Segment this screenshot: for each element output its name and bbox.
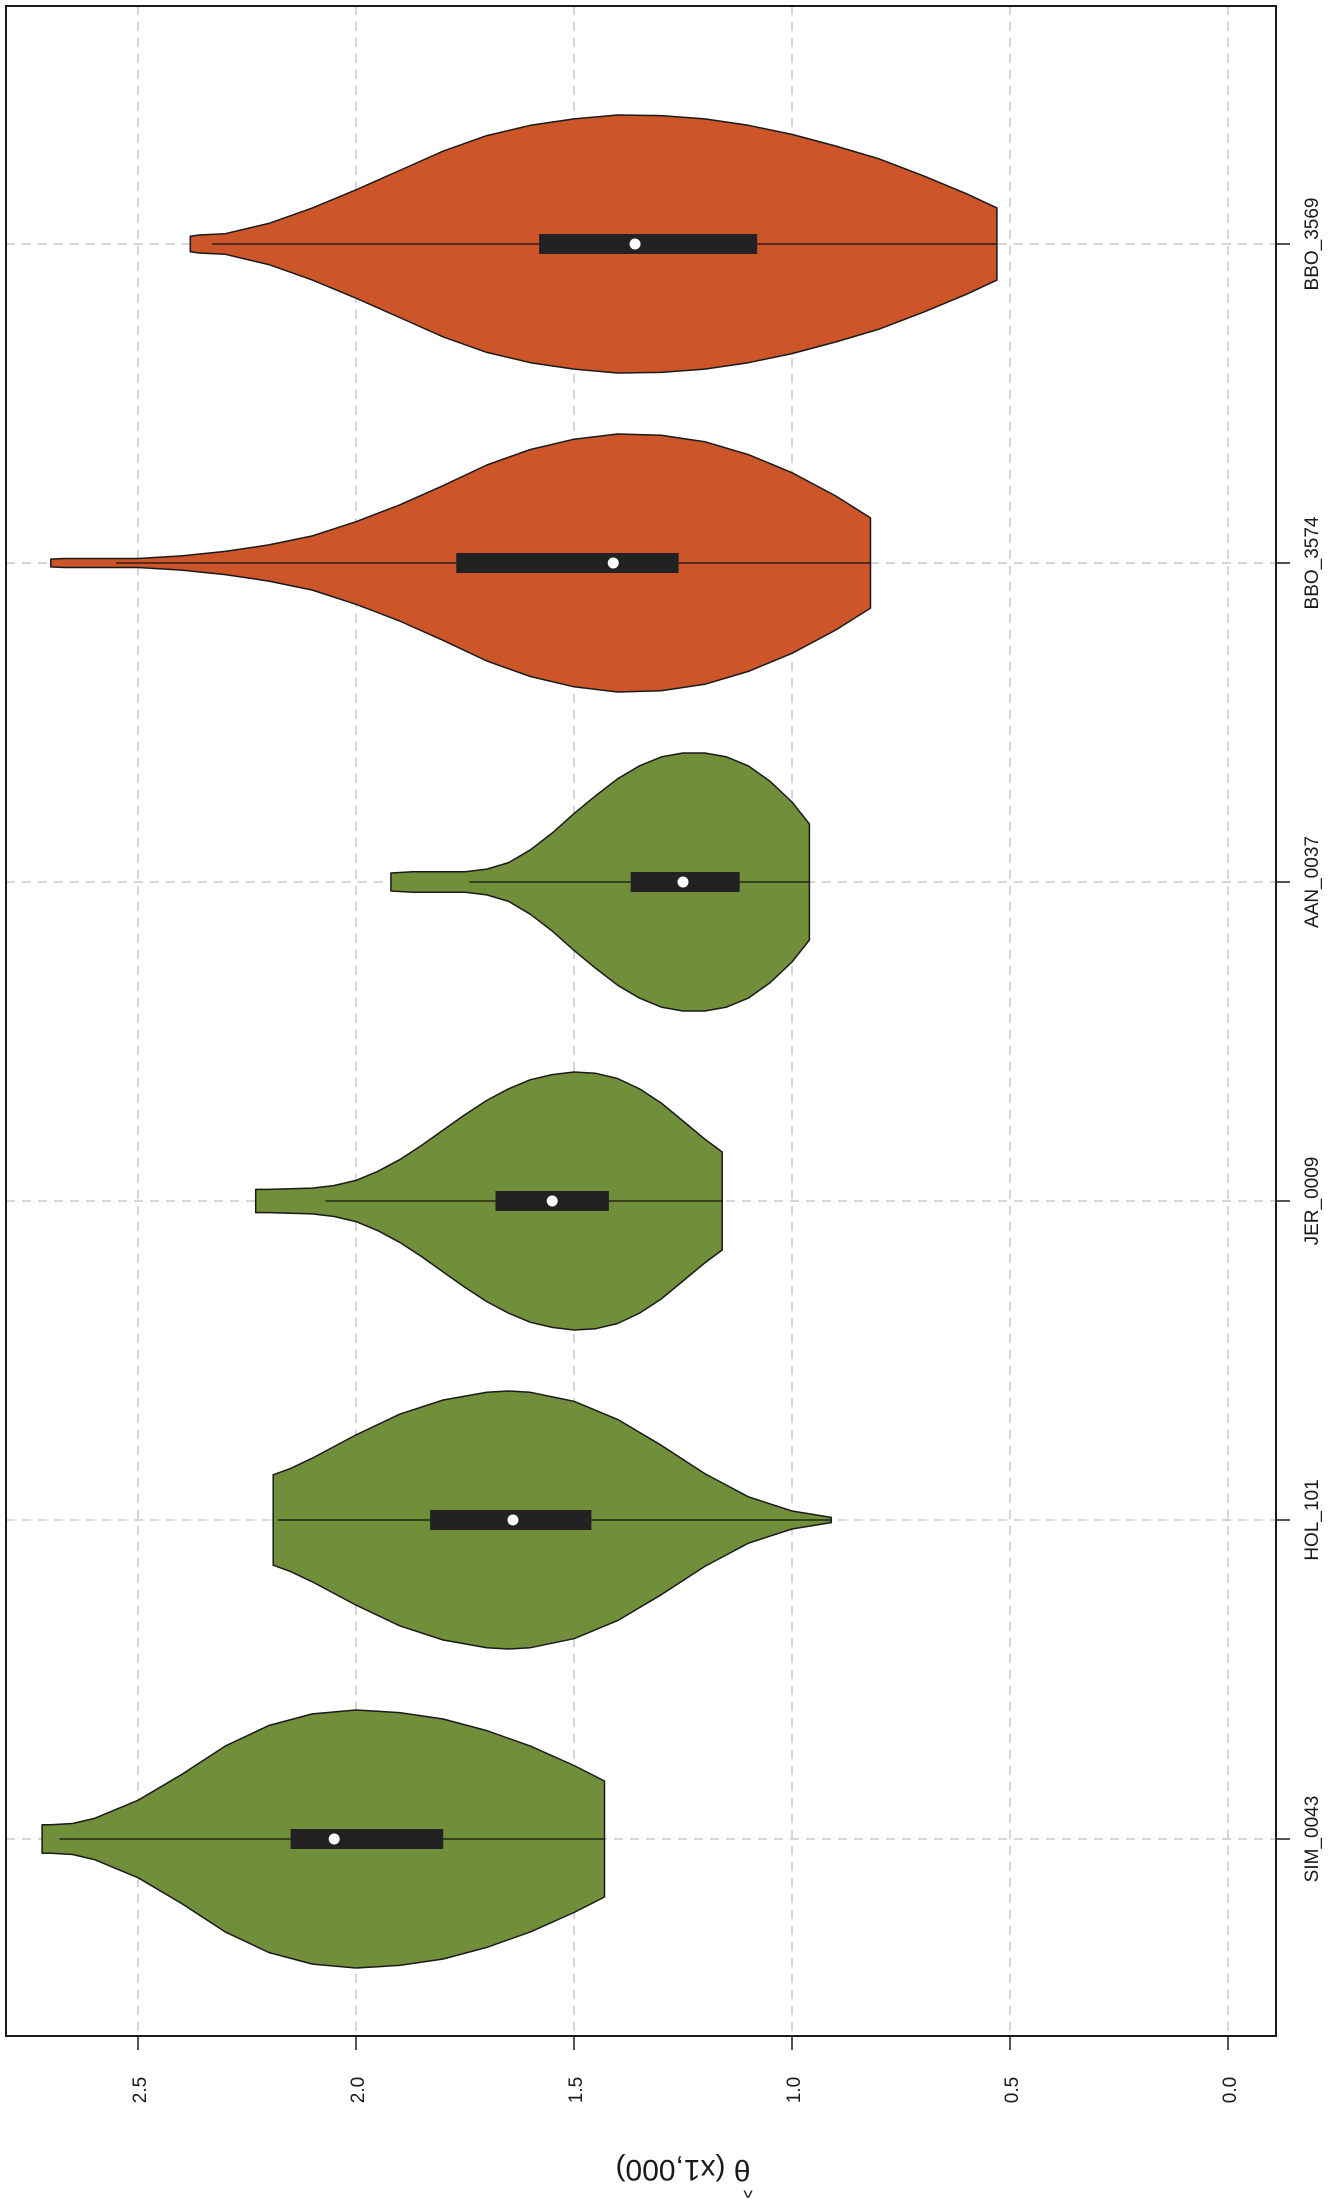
group-label: SIM_0043	[1302, 1796, 1323, 1883]
label-layer: 0.0 0.5 1.0 1.5 2.0 2.5 BBO_3569 BBO_3574 AAN_00…	[130, 198, 1323, 2104]
iqr-box-sim_0043	[290, 1829, 444, 1849]
group-label: AAN_0037	[1302, 836, 1323, 928]
value-axis-tick-label: 2.5	[130, 2077, 151, 2103]
median-point-hol_101	[507, 1514, 519, 1526]
group-label: BBO_3574	[1302, 516, 1323, 609]
value-axis-title: θ (x1,000) ^	[615, 2153, 752, 2201]
tick-layer	[137, 243, 1290, 2050]
value-axis-tick-label: 0.5	[1002, 2077, 1023, 2103]
violin-layer	[41, 114, 998, 1969]
median-point-jer_0009	[546, 1195, 558, 1207]
plot-frame	[5, 5, 1277, 2037]
median-point-aan_0037	[677, 876, 689, 888]
value-axis-title-text: θ (x1,000)	[615, 2153, 750, 2186]
value-axis-tick-label: 0.0	[1220, 2077, 1241, 2103]
median-point-bbo_3574	[607, 557, 619, 569]
group-label: JER_0009	[1302, 1157, 1323, 1246]
value-axis-tick-label: 1.0	[784, 2077, 805, 2103]
value-axis-tick-label: 2.0	[348, 2077, 369, 2103]
value-axis-title-hat: ^	[743, 2179, 753, 2201]
iqr-box-bbo_3574	[456, 553, 679, 573]
iqr-box-bbo_3569	[539, 234, 758, 254]
value-axis-title-symbol: θ	[734, 2153, 751, 2186]
value-axis-title-unit: (x1,000)	[615, 2153, 733, 2186]
group-label: BBO_3569	[1302, 198, 1323, 291]
median-point-bbo_3569	[629, 238, 641, 250]
group-label: HOL_101	[1302, 1479, 1323, 1560]
value-axis-tick-label: 1.5	[566, 2077, 587, 2103]
median-point-sim_0043	[328, 1833, 340, 1845]
